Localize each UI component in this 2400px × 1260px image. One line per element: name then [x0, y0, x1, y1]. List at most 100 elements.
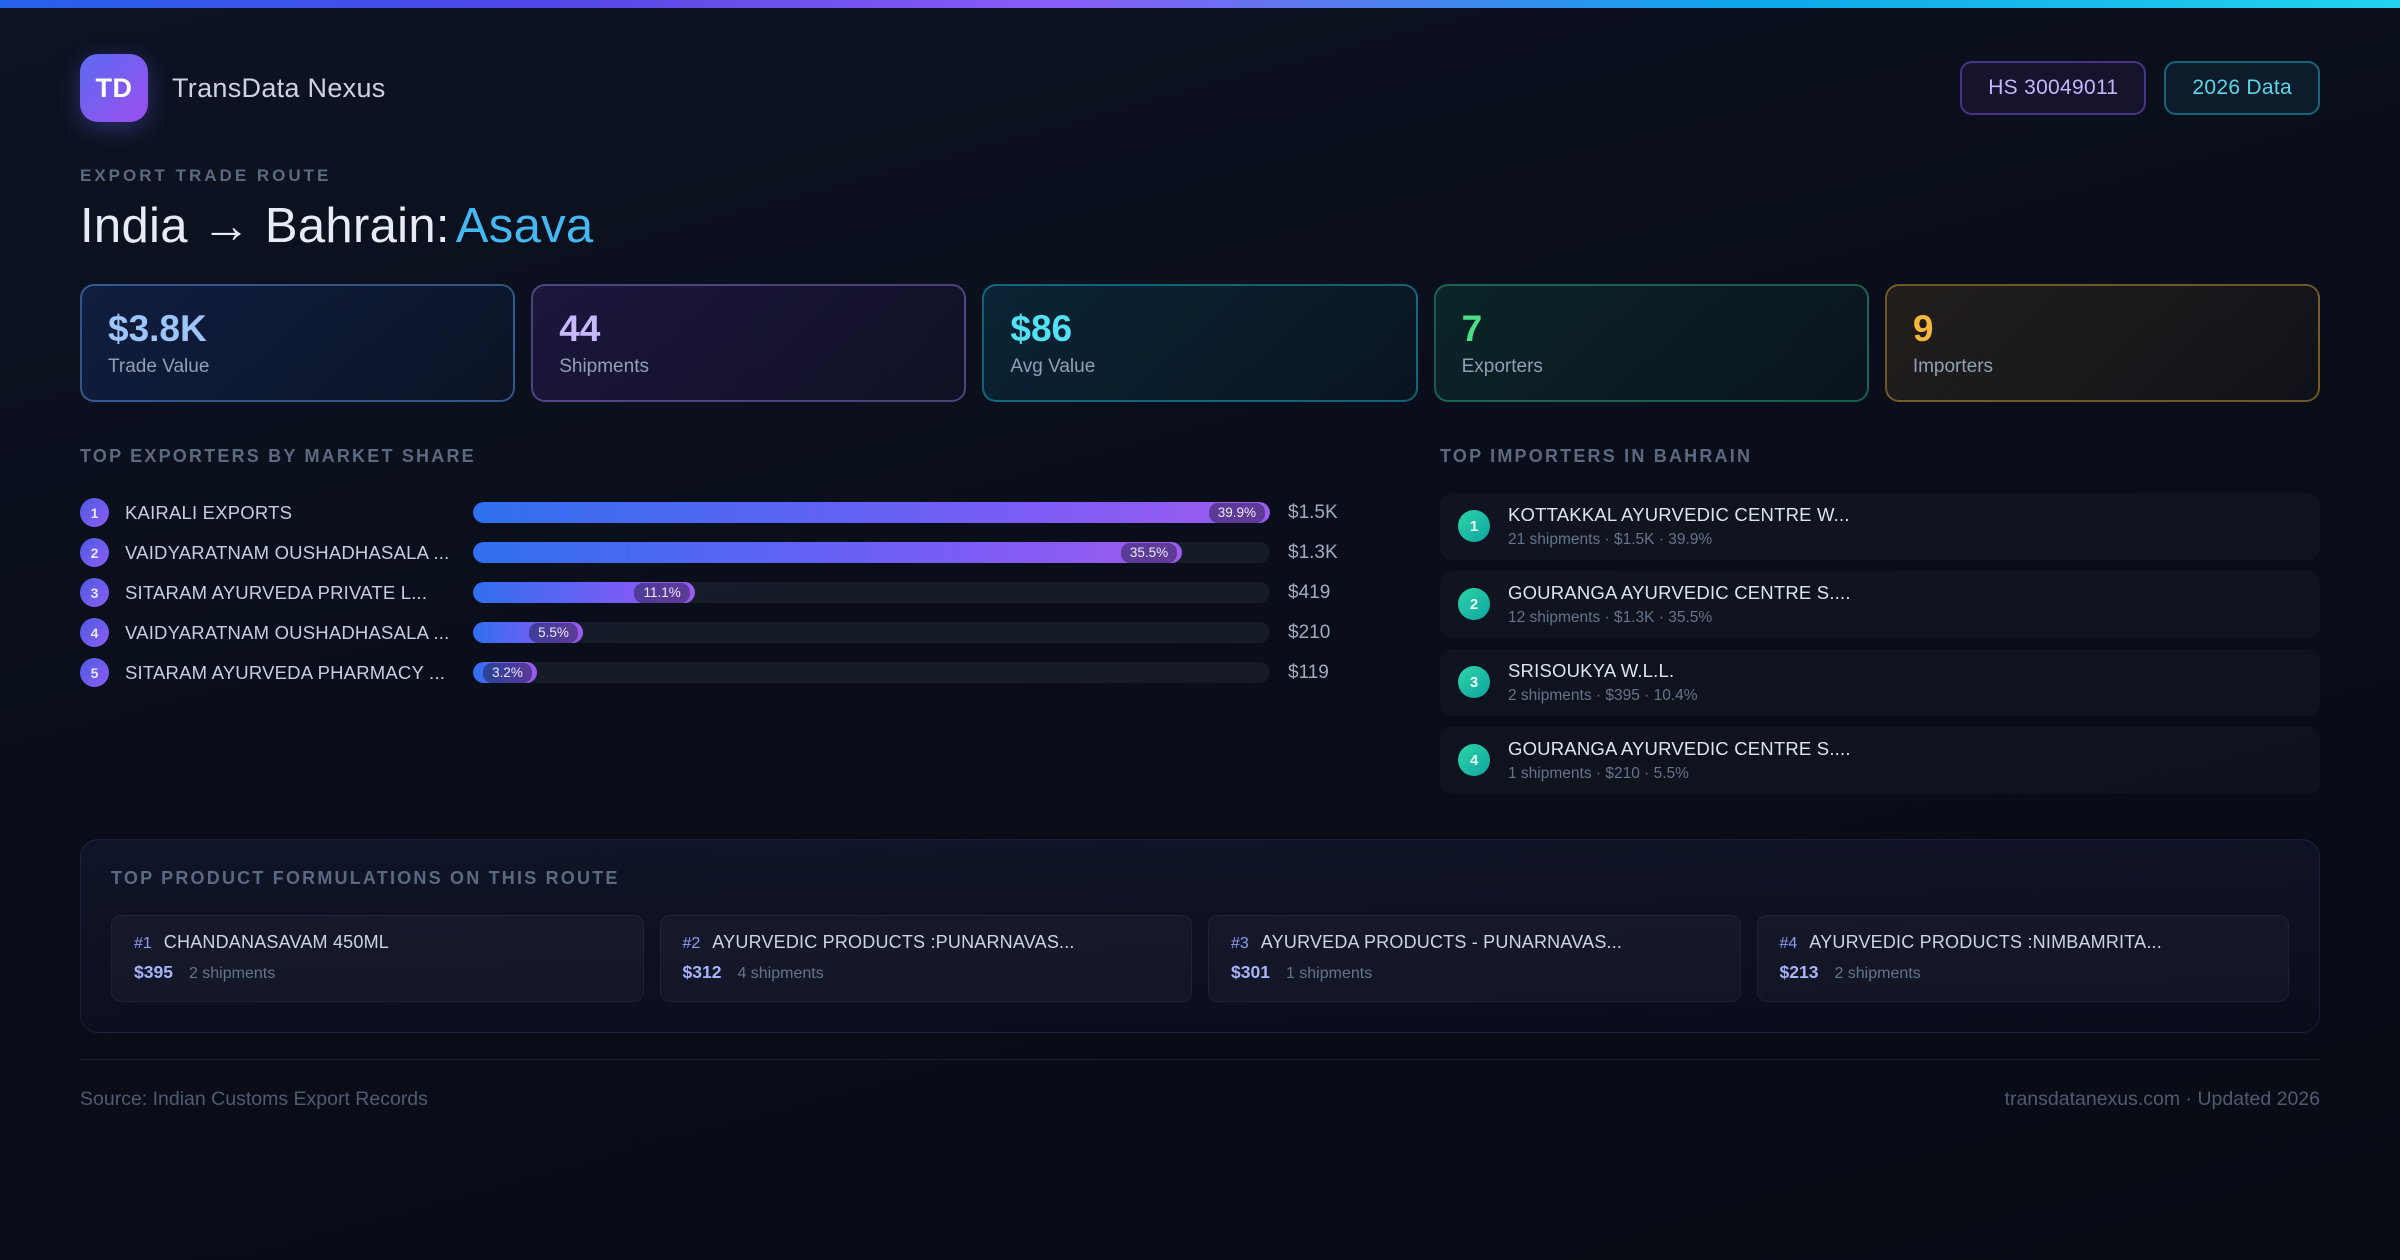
- rank-badge: 1: [80, 498, 109, 528]
- product-card[interactable]: #1 CHANDANASAVAM 450ML $395 2 shipments: [111, 914, 644, 1002]
- market-share-label: 35.5%: [1120, 542, 1178, 563]
- exporter-trade-value: $419: [1288, 581, 1331, 603]
- market-share-label: 5.5%: [529, 622, 578, 643]
- importer-name: GOURANGA AYURVEDIC CENTRE S....: [1508, 737, 1851, 759]
- stat-value: 7: [1461, 308, 1483, 349]
- exporter-row[interactable]: 4 VAIDYARATNAM OUSHADHASALA ... 5.5% $21…: [80, 613, 1376, 653]
- app-name: TransData Nexus: [172, 72, 386, 103]
- market-share-bar-fill: 3.2%: [473, 662, 537, 684]
- market-share-bar-track: 5.5%: [473, 622, 1270, 644]
- exporter-name: VAIDYARATNAM OUSHADHASALA ...: [125, 621, 450, 643]
- product-card[interactable]: #4 AYURVEDIC PRODUCTS :NIMBAMRITA... $21…: [1756, 914, 2289, 1002]
- exporter-row[interactable]: 5 SITARAM AYURVEDA PHARMACY ... 3.2% $11…: [80, 653, 1376, 693]
- stat-label: Importers: [1912, 355, 1994, 377]
- importer-row[interactable]: 1 KOTTAKKAL AYURVEDIC CENTRE W... 21 shi…: [1440, 492, 2320, 560]
- product-title-line: #4 AYURVEDIC PRODUCTS :NIMBAMRITA...: [1780, 932, 2267, 953]
- product-shipments: 2 shipments: [1834, 964, 1921, 982]
- exporters-heading: TOP EXPORTERS BY MARKET SHARE: [80, 445, 476, 466]
- main-columns: TOP EXPORTERS BY MARKET SHARE 1 KAIRALI …: [80, 446, 2320, 805]
- importer-meta: 12 shipments · $1.3K · 35.5%: [1508, 608, 1713, 626]
- product-value: $301: [1231, 961, 1270, 982]
- exporter-trade-value: $1.5K: [1288, 501, 1338, 523]
- product-value: $213: [1779, 961, 1819, 982]
- importer-name: KOTTAKKAL AYURVEDIC CENTRE W...: [1508, 503, 1850, 525]
- importer-row[interactable]: 3 SRISOUKYA W.L.L. 2 shipments · $395 · …: [1440, 648, 2320, 716]
- page-title: India → Bahrain: Asava: [80, 198, 2320, 254]
- stat-value: $86: [1010, 308, 1073, 349]
- rank-badge: 4: [1458, 744, 1490, 777]
- product-name: CHANDANASAVAM 450ML: [163, 931, 389, 952]
- rank-badge: 5: [80, 658, 109, 688]
- product-name: AYURVEDA PRODUCTS - PUNARNAVAS...: [1260, 931, 1623, 952]
- header-badges: HS 30049011 2026 Data: [1960, 61, 2320, 115]
- product-rank: #3: [1231, 934, 1249, 952]
- importer-meta: 21 shipments · $1.5K · 39.9%: [1508, 530, 1713, 548]
- route-title-text: India → Bahrain:: [80, 199, 450, 253]
- exporter-trade-value: $119: [1288, 661, 1329, 683]
- exporter-trade-value: $210: [1288, 621, 1331, 643]
- product-card[interactable]: #2 AYURVEDIC PRODUCTS :PUNARNAVAS... $31…: [659, 914, 1192, 1002]
- product-card[interactable]: #3 AYURVEDA PRODUCTS - PUNARNAVAS... $30…: [1208, 914, 1741, 1002]
- stat-label: Exporters: [1461, 355, 1543, 377]
- rank-badge: 4: [80, 618, 109, 648]
- importer-text: GOURANGA AYURVEDIC CENTRE S.... 12 shipm…: [1508, 582, 1851, 627]
- importer-row[interactable]: 2 GOURANGA AYURVEDIC CENTRE S.... 12 shi…: [1440, 570, 2320, 638]
- rank-badge: 2: [80, 538, 109, 568]
- importer-name: SRISOUKYA W.L.L.: [1508, 659, 1675, 681]
- market-share-bar-track: 35.5%: [473, 542, 1270, 564]
- product-meta-line: $213 2 shipments: [1780, 962, 2267, 983]
- product-rank: #4: [1779, 934, 1798, 952]
- importers-list: 1 KOTTAKKAL AYURVEDIC CENTRE W... 21 shi…: [1440, 492, 2320, 794]
- app-logo: TD: [80, 54, 148, 122]
- market-share-bar-fill: 11.1%: [473, 582, 695, 604]
- product-rank: #1: [134, 934, 152, 952]
- stat-card: 9 Importers: [1884, 284, 2321, 402]
- product-name: AYURVEDIC PRODUCTS :PUNARNAVAS...: [712, 931, 1075, 952]
- hs-code-badge[interactable]: HS 30049011: [1960, 61, 2147, 115]
- product-shipments: 1 shipments: [1285, 964, 1373, 982]
- exporters-panel: TOP EXPORTERS BY MARKET SHARE 1 KAIRALI …: [80, 446, 1376, 693]
- exporter-row[interactable]: 2 VAIDYARATNAM OUSHADHASALA ... 35.5% $1…: [80, 533, 1376, 573]
- year-data-badge[interactable]: 2026 Data: [2164, 61, 2320, 115]
- exporter-name: VAIDYARATNAM OUSHADHASALA ...: [125, 541, 450, 563]
- exporter-row[interactable]: 1 KAIRALI EXPORTS 39.9% $1.5K: [80, 493, 1376, 533]
- product-value: $312: [682, 961, 722, 982]
- exporter-row[interactable]: 3 SITARAM AYURVEDA PRIVATE L... 11.1% $4…: [80, 573, 1376, 613]
- product-title-line: #1 CHANDANASAVAM 450ML: [134, 932, 621, 953]
- market-share-bar-track: 11.1%: [473, 582, 1270, 604]
- footer: Source: Indian Customs Export Records tr…: [80, 1058, 2320, 1111]
- stat-label: Shipments: [559, 355, 649, 377]
- stat-card: 44 Shipments: [531, 284, 967, 402]
- stats-row: $3.8K Trade Value 44 Shipments $86 Avg V…: [80, 284, 2321, 402]
- product-shipments: 4 shipments: [737, 964, 824, 982]
- stat-value: $3.8K: [108, 308, 207, 349]
- product-meta-line: $301 1 shipments: [1231, 962, 1718, 983]
- stat-card: 7 Exporters: [1433, 284, 1869, 402]
- site-note: transdatanexus.com · Updated 2026: [2004, 1087, 2320, 1110]
- stat-value: 44: [559, 308, 601, 349]
- product-shipments: 2 shipments: [188, 964, 276, 982]
- market-share-bar-fill: 35.5%: [473, 542, 1183, 564]
- importer-text: KOTTAKKAL AYURVEDIC CENTRE W... 21 shipm…: [1508, 504, 1850, 549]
- exporter-name: SITARAM AYURVEDA PHARMACY ...: [125, 661, 446, 683]
- product-value: $395: [134, 961, 173, 982]
- brand: TD TransData Nexus: [80, 54, 386, 122]
- importer-text: SRISOUKYA W.L.L. 2 shipments · $395 · 10…: [1508, 660, 1698, 705]
- importer-row[interactable]: 4 GOURANGA AYURVEDIC CENTRE S.... 1 ship…: [1440, 726, 2320, 794]
- product-rank: #2: [682, 934, 701, 952]
- products-heading: TOP PRODUCT FORMULATIONS ON THIS ROUTE: [111, 867, 620, 888]
- exporter-trade-value: $1.3K: [1288, 541, 1338, 563]
- stat-label: Trade Value: [108, 355, 210, 377]
- market-share-label: 3.2%: [483, 662, 532, 683]
- rank-badge: 3: [1458, 666, 1490, 699]
- market-share-bar-track: 3.2%: [473, 662, 1270, 684]
- importer-name: GOURANGA AYURVEDIC CENTRE S....: [1508, 581, 1851, 603]
- market-share-bar-track: 39.9%: [473, 502, 1270, 524]
- stat-label: Avg Value: [1010, 355, 1096, 377]
- market-share-bar-fill: 5.5%: [473, 622, 583, 644]
- header: TD TransData Nexus HS 30049011 2026 Data: [80, 54, 2320, 122]
- source-note: Source: Indian Customs Export Records: [80, 1087, 428, 1110]
- product-title-line: #2 AYURVEDIC PRODUCTS :PUNARNAVAS...: [683, 932, 1170, 953]
- top-accent-bar: [0, 0, 2400, 8]
- importer-meta: 1 shipments · $210 · 5.5%: [1508, 764, 1689, 782]
